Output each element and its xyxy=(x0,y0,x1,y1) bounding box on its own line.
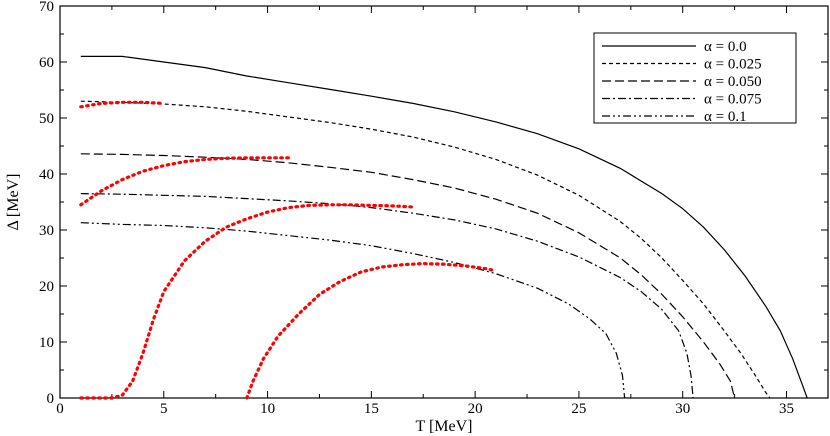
legend-label: α = 0.050 xyxy=(704,74,762,90)
red-dotted-curve-6 xyxy=(79,156,290,207)
legend-label: α = 0.1 xyxy=(704,109,747,125)
legend-box xyxy=(593,32,797,124)
y-tick-label: 70 xyxy=(39,0,54,15)
series-layer xyxy=(79,55,808,400)
x-tick-label: 0 xyxy=(56,401,64,417)
y-tick-label: 60 xyxy=(39,55,54,71)
x-tick-label: 30 xyxy=(675,401,690,417)
x-tick-label: 25 xyxy=(571,401,586,417)
y-tick-label: 30 xyxy=(39,223,54,239)
x-tick-label: 10 xyxy=(260,401,275,417)
x-tick-label: 5 xyxy=(160,401,168,417)
series-line-0 xyxy=(80,55,808,399)
red-dotted-curve-5 xyxy=(79,100,166,109)
y-tick-label: 10 xyxy=(39,335,54,351)
x-tick-label: 20 xyxy=(468,401,483,417)
x-axis-label: T [MeV] xyxy=(415,418,472,435)
x-tick-label: 15 xyxy=(364,401,379,417)
series-line-3 xyxy=(80,193,694,399)
legend-label: α = 0.0 xyxy=(704,39,747,55)
legend-label: α = 0.025 xyxy=(704,57,762,73)
red-dotted-curve-8 xyxy=(245,261,498,400)
series-line-1 xyxy=(80,100,771,399)
y-tick-label: 40 xyxy=(39,167,54,183)
y-axis-label: Δ [MeV] xyxy=(5,174,22,231)
ticks-layer: 0 5 10 15 20 25 30 35 0 10 20 30 40 50 60 70 xyxy=(39,0,828,417)
y-tick-label: 20 xyxy=(39,279,54,295)
series-line-4 xyxy=(80,222,626,399)
x-tick-label: 35 xyxy=(779,401,794,417)
y-tick-label: 50 xyxy=(39,111,54,127)
legend-label: α = 0.075 xyxy=(704,92,762,108)
y-tick-label: 0 xyxy=(47,391,55,407)
series-line-2 xyxy=(80,153,736,399)
red-dotted-curve-7 xyxy=(79,203,415,400)
